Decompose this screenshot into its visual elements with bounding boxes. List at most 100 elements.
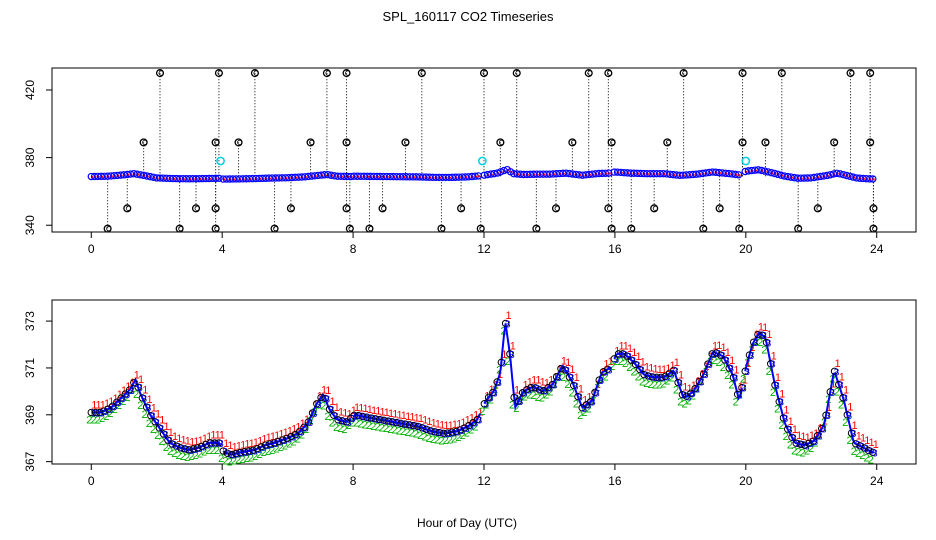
series-2-label: 2 xyxy=(146,418,152,430)
series-2-label: 2 xyxy=(665,375,671,387)
series-2-label: 2 xyxy=(522,392,528,404)
series-2-label: 2 xyxy=(740,373,746,385)
series-3-label: 3 xyxy=(256,445,262,456)
series-2-label: 2 xyxy=(265,446,271,458)
series-2-label: 2 xyxy=(573,399,579,411)
series-3-label: 3 xyxy=(443,429,449,440)
series-3-label: 3 xyxy=(358,412,364,423)
series-2-label: 2 xyxy=(316,399,322,411)
series-2-label: 2 xyxy=(586,404,592,416)
mean-point xyxy=(193,444,202,452)
series-2-label: 2 xyxy=(107,408,113,420)
baseline-point xyxy=(767,168,776,177)
series-1-label: 1 xyxy=(725,347,731,359)
baseline-point xyxy=(869,175,877,183)
series-3-label: 3 xyxy=(409,421,415,432)
outlier-high-inner xyxy=(217,70,223,76)
mean-point xyxy=(185,446,193,454)
series-1-label: 1 xyxy=(506,310,512,322)
series-2-label: 2 xyxy=(535,392,541,404)
mean-point xyxy=(125,386,134,394)
mean-point xyxy=(729,373,738,382)
series-3-label: 3 xyxy=(821,425,827,436)
baseline-point xyxy=(493,169,502,177)
series-1-label: 1 xyxy=(527,376,533,388)
series-2-label: 2 xyxy=(464,428,470,440)
series-3-label: 3 xyxy=(201,442,207,453)
series-2-label: 2 xyxy=(694,384,700,396)
series-2-label: 2 xyxy=(626,362,632,374)
series-2-label: 2 xyxy=(417,430,423,442)
series-2-label: 2 xyxy=(770,387,776,399)
mean-point xyxy=(725,364,733,372)
series-3-label: 3 xyxy=(564,366,570,377)
outlier-mid-inner xyxy=(868,139,874,145)
outlier-mid-inner xyxy=(214,139,220,145)
series-1-label: 1 xyxy=(147,394,153,406)
series-1-label: 1 xyxy=(614,346,620,358)
series-1-label: 1 xyxy=(652,364,658,376)
series-3-label: 3 xyxy=(518,397,524,408)
series-2-label: 2 xyxy=(543,390,549,402)
series-2-label: 2 xyxy=(505,356,511,368)
mean-point xyxy=(151,418,159,426)
series-2-label: 2 xyxy=(778,420,784,432)
series-3-label: 3 xyxy=(375,415,381,426)
mean-point xyxy=(835,380,843,389)
series-3-label: 3 xyxy=(526,386,532,397)
mean-point xyxy=(172,442,181,450)
outlier-low-mid-inner xyxy=(718,205,724,211)
series-3-label: 3 xyxy=(379,416,385,427)
mean-point xyxy=(749,338,758,346)
outlier-low-inner xyxy=(178,226,184,232)
series-3-label: 3 xyxy=(547,384,553,395)
x-tick-label: 16 xyxy=(608,242,622,256)
series-1-label: 1 xyxy=(257,436,263,448)
mean-point xyxy=(745,351,754,359)
series-2-label: 2 xyxy=(171,448,177,460)
mean-point xyxy=(796,440,805,448)
series-2-label: 2 xyxy=(795,446,801,458)
series-2-label: 2 xyxy=(282,440,288,452)
mean-point xyxy=(691,384,699,393)
series-3-label: 3 xyxy=(210,439,216,450)
series-2-label: 2 xyxy=(362,419,368,431)
x-tick-label: 4 xyxy=(219,242,226,256)
series-2-label: 2 xyxy=(808,443,814,455)
outlier-low-mid xyxy=(813,204,822,213)
series-1-label: 1 xyxy=(108,396,114,408)
mean-point xyxy=(614,350,623,358)
series-3-label: 3 xyxy=(817,432,823,443)
mean-point xyxy=(716,351,725,359)
series-1-label: 1 xyxy=(501,349,507,361)
series-1-label: 1 xyxy=(514,384,520,396)
mean-point xyxy=(155,424,164,432)
outlier-mid-inner xyxy=(665,139,672,145)
mean-point xyxy=(330,411,338,419)
series-1-label: 1 xyxy=(232,441,238,453)
mean-point xyxy=(240,448,249,456)
series-2-label: 2 xyxy=(460,430,466,442)
series-1-label: 1 xyxy=(548,374,554,386)
mean-point xyxy=(215,439,223,447)
series-3-label: 3 xyxy=(142,394,148,405)
mean-point xyxy=(535,386,544,394)
mean-point xyxy=(431,428,439,436)
mean-point xyxy=(484,393,493,402)
series-3-label: 3 xyxy=(290,433,296,444)
series-3-label: 3 xyxy=(581,404,587,415)
series-2-label: 2 xyxy=(834,387,840,399)
series-3-label: 3 xyxy=(464,424,470,435)
mean-point xyxy=(619,350,627,358)
series-1-label: 1 xyxy=(274,430,280,442)
series-1-label: 1 xyxy=(304,414,310,426)
series-3-label: 3 xyxy=(800,440,806,451)
series-2-label: 2 xyxy=(716,357,722,369)
series-3-label: 3 xyxy=(812,437,818,448)
mean-point xyxy=(712,349,721,357)
series-3-label: 3 xyxy=(400,419,406,430)
series-3-label: 3 xyxy=(864,444,870,455)
series-1-label: 1 xyxy=(574,372,580,384)
series-2-label: 2 xyxy=(753,337,759,349)
mean-point xyxy=(574,392,582,401)
